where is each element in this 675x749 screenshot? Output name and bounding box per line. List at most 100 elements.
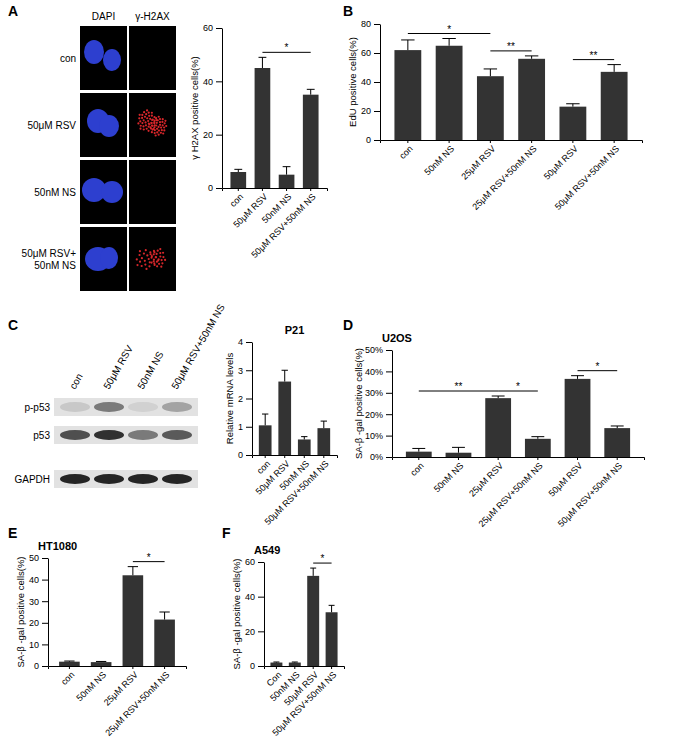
y-tick: 60 xyxy=(203,23,222,33)
bar xyxy=(307,576,319,666)
y-tick-mark xyxy=(374,111,380,112)
x-tick-label: con xyxy=(59,670,76,687)
bar xyxy=(270,663,282,666)
y-tick: 40 xyxy=(361,77,380,87)
foci xyxy=(160,259,162,261)
y-tick-mark xyxy=(42,666,48,667)
foci xyxy=(153,126,155,128)
x-tick-label: 50nM NS xyxy=(422,144,456,178)
foci xyxy=(165,125,167,127)
error-bar xyxy=(262,414,268,425)
foci xyxy=(150,257,152,259)
x-tick-label: 50nM NS xyxy=(432,461,466,495)
foci xyxy=(148,258,150,260)
foci xyxy=(138,254,140,256)
row-label: 50nM NS xyxy=(34,187,76,198)
bar xyxy=(91,662,112,666)
y-tick-mark xyxy=(42,623,48,624)
y-tick-label: 40 xyxy=(245,592,255,602)
x-tick-mark xyxy=(313,666,314,669)
y-tick: 80 xyxy=(361,19,380,29)
blot-strip xyxy=(54,426,198,444)
bar xyxy=(477,76,504,140)
bar xyxy=(518,59,545,140)
x-axis-line xyxy=(393,458,645,461)
plot-area xyxy=(406,376,630,457)
foci xyxy=(159,118,161,120)
x-tick: con xyxy=(228,188,245,209)
error-bar xyxy=(234,169,242,172)
bar xyxy=(485,398,511,457)
y-tick: 30 xyxy=(29,597,48,607)
error-bar xyxy=(531,437,544,439)
x-tick: 25μM RSV+50nM NS xyxy=(103,666,171,738)
x-tick: 25μM RSV+50nM NS xyxy=(470,140,538,212)
y-tick: 0 xyxy=(34,661,48,671)
y-tick: 1 xyxy=(238,422,252,432)
foci xyxy=(164,120,166,122)
significance-label: * xyxy=(595,361,599,372)
error-bar xyxy=(259,57,267,68)
x-tick-label: 50μM RSV xyxy=(231,192,269,230)
column-header: γ-H2AX xyxy=(135,11,170,22)
x-tick-mark xyxy=(286,188,287,191)
y-axis: 0204060 xyxy=(245,557,265,671)
y-tick-label: 20 xyxy=(245,627,255,637)
row-label: 50μM RSV+50nM NS xyxy=(22,248,77,271)
y-tick-mark xyxy=(258,666,264,667)
nucleus xyxy=(101,181,123,203)
foci xyxy=(153,258,155,260)
significance-label: ** xyxy=(507,41,515,52)
x-tick-label: 50μM RSV xyxy=(546,461,584,499)
x-tick-mark xyxy=(490,140,491,143)
x-axis: con50μM RSV50nM NS50μM RSV+50nM NS xyxy=(253,455,338,527)
x-axis-line xyxy=(49,667,187,670)
y-tick: 60 xyxy=(245,557,264,567)
x-tick: 50μM RSV xyxy=(546,457,584,499)
x-tick: 50μM RSV xyxy=(231,188,269,230)
y-tick-mark xyxy=(386,371,392,372)
column-header: DAPI xyxy=(92,11,115,22)
foci xyxy=(155,256,157,258)
x-axis: con50nM NS25μM RSV25μM RSV+50nM NS50μM R… xyxy=(381,140,643,212)
bar xyxy=(326,612,338,666)
foci xyxy=(146,254,148,256)
band-label: p-p53 xyxy=(24,402,50,413)
panel-label: D xyxy=(343,317,353,333)
bar xyxy=(317,428,330,455)
foci xyxy=(139,261,141,263)
foci xyxy=(151,112,153,114)
foci xyxy=(151,115,153,117)
y-tick-mark xyxy=(374,24,380,25)
blot-band xyxy=(162,430,192,440)
y-tick: 30% xyxy=(365,388,392,398)
y-tick: 4 xyxy=(238,337,252,347)
bar xyxy=(565,379,591,457)
y-tick-label: 60 xyxy=(245,557,255,567)
x-tick-mark xyxy=(572,140,573,143)
blot-band xyxy=(60,474,90,484)
plot-area xyxy=(59,567,175,666)
y-tick-label: 50% xyxy=(365,345,383,355)
y-tick: 0 xyxy=(238,450,252,460)
x-tick-label: 25μM RSV xyxy=(467,461,505,499)
bar-chart: 01234con50μM RSV50nM NS50μM RSV+50nM NSP… xyxy=(224,324,338,527)
band-label: GAPDH xyxy=(14,474,50,485)
x-tick-label: con xyxy=(228,192,245,209)
x-tick-mark xyxy=(449,140,450,143)
bar xyxy=(525,439,551,457)
bar xyxy=(278,382,291,455)
micrograph-frame xyxy=(80,160,127,224)
nucleus xyxy=(84,40,104,64)
blot-strip xyxy=(54,470,198,488)
panel-label: F xyxy=(222,525,231,541)
foci xyxy=(146,117,148,119)
chart-title: U2OS xyxy=(382,332,412,344)
foci xyxy=(153,119,155,121)
y-tick-mark xyxy=(246,427,252,428)
foci xyxy=(141,257,143,259)
y-tick: 20 xyxy=(29,618,48,628)
foci xyxy=(160,266,162,268)
foci xyxy=(164,259,166,261)
bar xyxy=(559,107,586,140)
